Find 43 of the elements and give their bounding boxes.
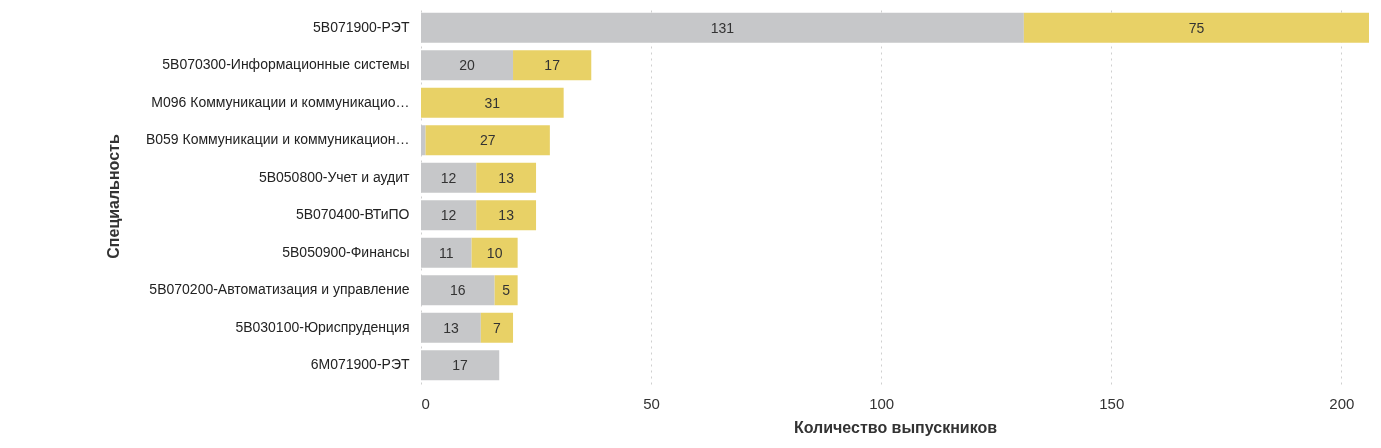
data-label: 12 (440, 169, 457, 186)
y-axis-title: Специальность (104, 134, 122, 259)
bar (476, 162, 537, 193)
x-tick-label: 200 (1329, 394, 1355, 412)
data-label: 27 (479, 132, 496, 149)
bar (1023, 12, 1369, 43)
y-tick-label: 5B050900-Финансы (282, 243, 410, 260)
bar (421, 87, 564, 118)
bar (513, 50, 592, 81)
data-label: 16 (450, 282, 466, 299)
data-label: 7 (493, 319, 502, 336)
data-label: 131 (710, 19, 735, 36)
bar (494, 275, 518, 306)
data-label: 10 (486, 244, 503, 261)
y-tick-label: B059 Коммуникации и коммуникацион… (145, 131, 410, 148)
x-tick-label: 50 (643, 394, 660, 412)
bar (471, 237, 518, 268)
data-label: 75 (1188, 19, 1205, 36)
bar (476, 200, 537, 231)
x-axis-title: Количество выпускников (793, 418, 998, 436)
data-label: 11 (439, 244, 454, 261)
x-tick-label: 100 (869, 394, 895, 412)
y-tick-label: 5B070300-Информационные системы (162, 56, 410, 73)
y-tick-label: 5B030100-Юриспруденция (235, 318, 410, 335)
y-tick-label: 5B070400-ВТиПО (295, 206, 410, 223)
y-tick-label: M096 Коммуникации и коммуникацио… (151, 93, 410, 110)
data-label: 20 (459, 57, 476, 74)
x-tick-label: 150 (1099, 394, 1125, 412)
bar (425, 125, 550, 156)
y-tick-label: 5B071900-РЭТ (313, 18, 410, 35)
data-label: 17 (544, 57, 561, 74)
data-label: 13 (498, 207, 515, 224)
data-label: 13 (443, 319, 459, 336)
data-label: 5 (502, 282, 511, 299)
data-label: 12 (440, 207, 457, 224)
y-tick-label: 6M071900-РЭТ (310, 356, 410, 373)
y-tick-label: 5B070200-Автоматизация и управление (149, 281, 410, 298)
data-label: 31 (484, 94, 501, 111)
bar (480, 312, 514, 343)
y-tick-label: 5B050800-Учет и аудит (258, 168, 411, 185)
x-tick-label: 0 (421, 394, 430, 412)
data-label: 13 (498, 169, 515, 186)
data-label: 17 (452, 357, 469, 374)
